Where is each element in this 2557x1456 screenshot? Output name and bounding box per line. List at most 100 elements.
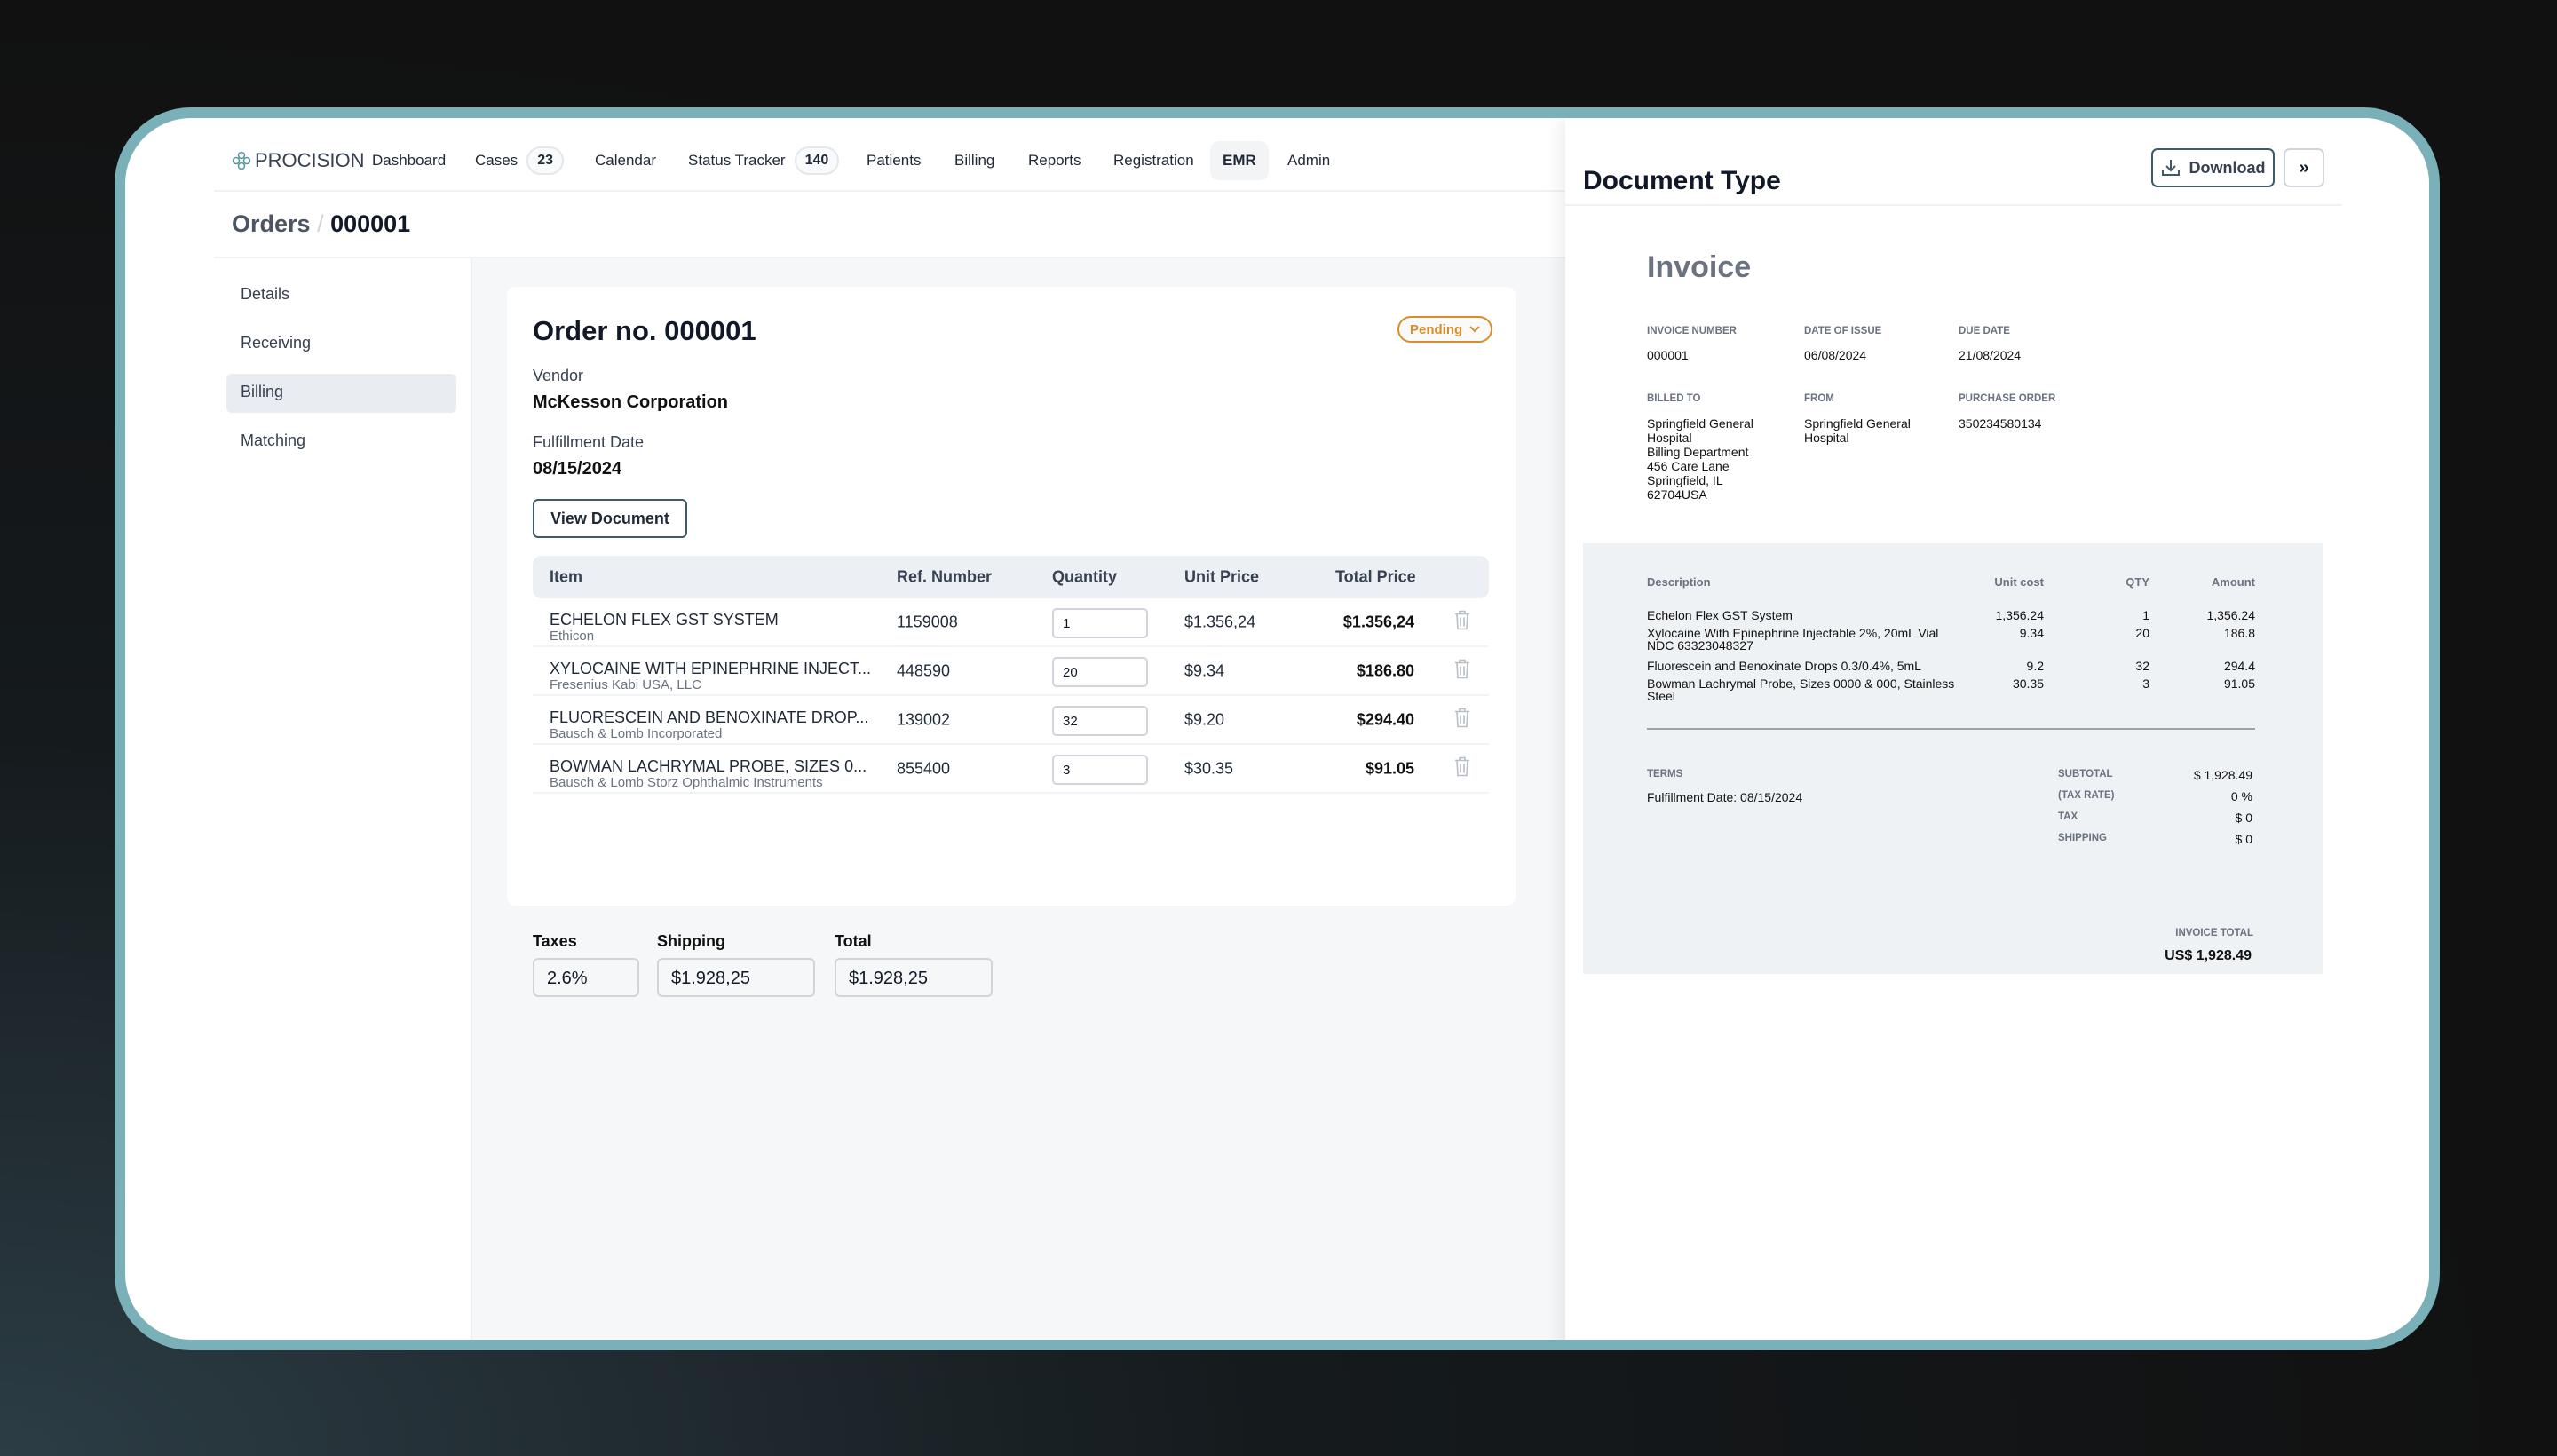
nav-patients[interactable]: Patients [867,152,921,170]
logo-icon [232,151,251,170]
invoice-item-amount: 186.8 [2223,626,2255,640]
total-label: Total [835,932,872,950]
nav-label: Cases [475,152,519,169]
nav-billing[interactable]: Billing [954,152,994,170]
breadcrumb-divider [214,257,1590,258]
col-total-price: Total Price [1335,567,1416,586]
nav-admin[interactable]: Admin [1287,152,1330,170]
shipping-input[interactable]: $1.928,25 [657,958,815,997]
sidebar-item-receiving[interactable]: Receiving [241,334,311,352]
issue-date-label: DATE OF ISSUE [1804,326,1882,336]
download-button[interactable]: Download [2151,148,2275,187]
terms-value: Fulfillment Date: 08/15/2024 [1647,790,1803,804]
collapse-panel-button[interactable]: » [2284,148,2324,187]
item-ref: 139002 [897,710,951,728]
invoice-item-qty: 3 [2142,677,2149,691]
item-ref: 448590 [897,661,951,679]
taxes-label: Taxes [533,932,577,950]
item-unit-price: $9.34 [1184,661,1225,679]
table-row: XYLOCAINE WITH EPINEPHRINE INJECT... Fres… [533,647,1489,696]
nav-label: Calendar [595,152,656,169]
item-unit-price: $1.356,24 [1184,613,1256,630]
trash-icon[interactable] [1453,707,1471,732]
vendor-label: Vendor [533,367,584,384]
sidebar-divider [471,257,472,1340]
col-description: Description [1647,575,1711,589]
quantity-input[interactable]: 20 [1052,657,1148,687]
billed-to-line: 62704USA [1647,487,1707,502]
nav-reports[interactable]: Reports [1028,152,1081,170]
app-frame: PROCISION Dashboard Cases 23 Calendar Sta… [115,107,2440,1350]
from: Springfield General Hospital [1804,416,1911,445]
breadcrumb-separator: / [317,210,324,237]
quantity-input[interactable]: 32 [1052,706,1148,736]
item-total-price: $91.05 [1365,759,1414,777]
nav-calendar[interactable]: Calendar [595,152,656,170]
nav-emr[interactable]: EMR [1210,141,1269,180]
nav-status-tracker[interactable]: Status Tracker 140 [688,146,840,175]
fulfillment-label: Fulfillment Date [533,433,645,451]
nav-dashboard[interactable]: Dashboard [372,152,446,170]
col-quantity: Quantity [1052,567,1118,586]
invoice-heading: Invoice [1647,250,1752,284]
breadcrumb: Orders / 000001 [232,210,410,238]
item-vendor: Bausch & Lomb Incorporated [550,726,723,741]
logo[interactable]: PROCISION [232,149,364,172]
nav-label: Admin [1287,152,1331,169]
download-label: Download [2189,158,2266,177]
breadcrumb-orders[interactable]: Orders [232,210,311,237]
summary-value: $ 0 [2235,811,2252,825]
col-ref: Ref. Number [897,567,993,586]
nav-label: Status Tracker [688,152,786,169]
cases-count-badge: 23 [526,146,564,175]
item-total-price: $294.40 [1356,710,1414,728]
sidebar-item-matching[interactable]: Matching [241,431,305,450]
order-card: Order no. 000001 Pending Vendor McKesson… [507,287,1516,997]
nav-label: Patients [867,152,922,169]
status-dropdown[interactable]: Pending [1397,316,1493,343]
item-unit-price: $9.20 [1184,710,1225,728]
description-line: Echelon Flex GST System [1647,608,1793,622]
app-window: PROCISION Dashboard Cases 23 Calendar Sta… [125,118,2429,1340]
trash-icon[interactable] [1453,658,1471,684]
nav-label: Dashboard [372,152,447,169]
nav-cases[interactable]: Cases 23 [475,146,564,175]
invoice-items-section: Description Unit cost QTY Amount Echelon… [1583,543,2323,974]
trash-icon[interactable] [1453,609,1471,635]
description-line: Steel [1647,689,1675,703]
total-input[interactable]: $1.928,25 [835,958,993,997]
quantity-input[interactable]: 1 [1052,608,1148,638]
summary-label: (TAX RATE) [2058,790,2115,801]
item-name: FLUORESCEIN AND BENOXINATE DROP... [550,708,869,726]
view-document-button[interactable]: View Document [533,499,687,538]
summary-label: TAX [2058,811,2078,822]
billed-to-line: 456 Care Lane [1647,459,1730,473]
fulfillment-value: 08/15/2024 [533,459,622,479]
invoice-item-amount: 294.4 [2223,659,2255,673]
item-ref: 855400 [897,759,951,777]
table-row: ECHELON FLEX GST SYSTEM Ethicon 1159008 1 $1… [533,598,1489,647]
invoice-document: Invoice INVOICE NUMBER 000001 DATE OF IS… [1565,118,2429,1340]
invoice-item-unit-cost: 30.35 [2012,677,2044,691]
billed-to: Springfield General Hospital Billing Depar… [1647,416,1753,502]
nav-registration[interactable]: Registration [1113,152,1194,170]
terms-label: TERMS [1647,769,1683,779]
sidebar-item-details[interactable]: Details [241,285,289,304]
quantity-input[interactable]: 3 [1052,755,1148,785]
document-panel: Document Type Download » Invoice INVOICE… [1565,118,2429,1340]
sidebar-item-billing[interactable]: Billing [226,374,456,413]
status-label: Pending [1410,321,1463,337]
summary-label: SUBTOTAL [2058,769,2113,779]
invoice-item-qty: 1 [2142,608,2149,622]
invoice-item-amount: 91.05 [2223,677,2255,691]
description-line: Fluorescein and Benoxinate Drops 0.3/0.4… [1647,659,1921,673]
sidebar-item-label: Details [241,285,290,303]
taxes-input[interactable]: 2.6% [533,958,639,997]
summary-value: $ 0 [2235,832,2252,846]
from-line: Hospital [1804,431,1849,445]
from-label: FROM [1804,393,1834,404]
item-ref: 1159008 [897,613,958,630]
billed-to-line: Springfield, IL [1647,473,1723,487]
due-date-label: DUE DATE [1959,326,2010,336]
trash-icon[interactable] [1453,756,1471,781]
